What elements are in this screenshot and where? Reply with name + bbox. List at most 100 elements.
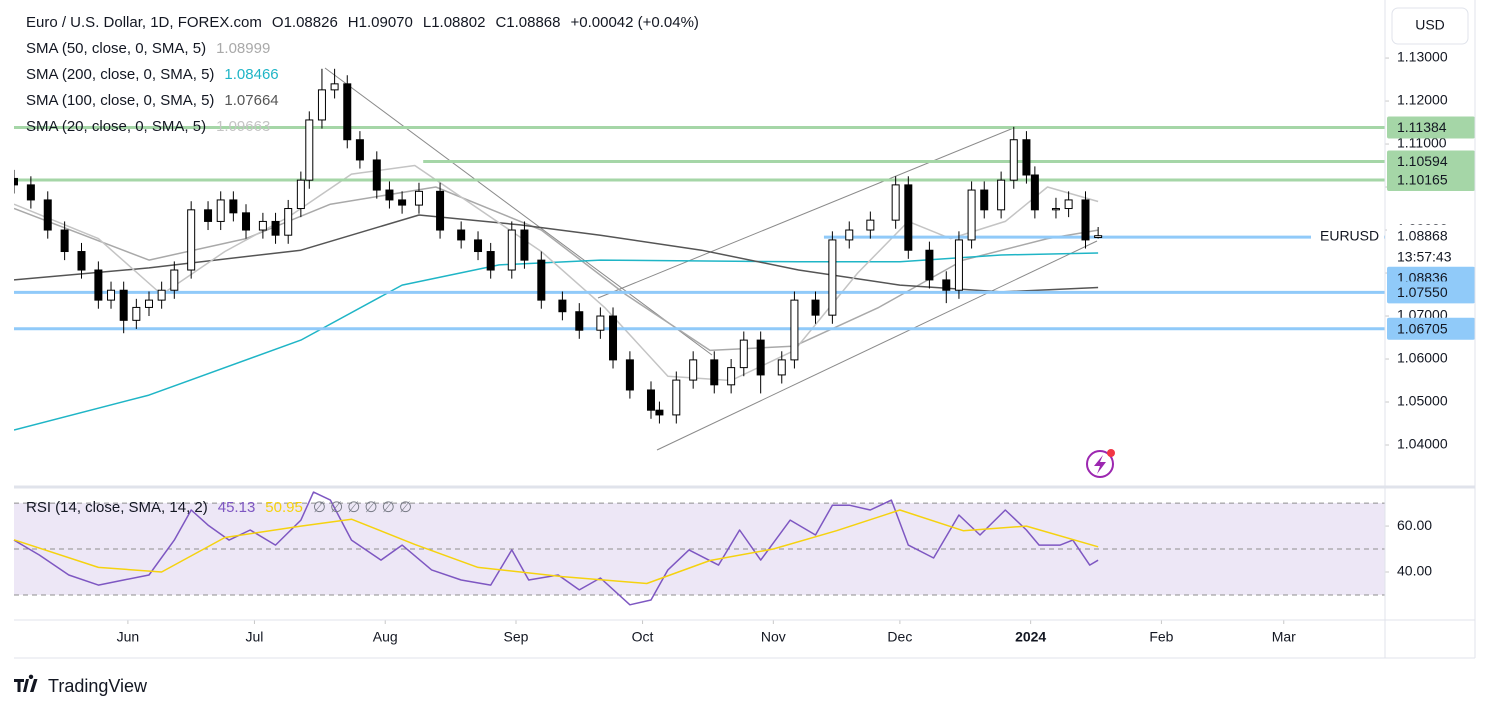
candle-body	[727, 367, 736, 386]
rsi-line	[13, 491, 1099, 606]
channel-lower	[656, 240, 1098, 451]
candle-body	[271, 220, 280, 236]
trend-line	[324, 67, 713, 356]
candle-body	[132, 306, 141, 321]
candle-body	[317, 89, 326, 121]
x-tick-label: Dec	[887, 629, 912, 645]
candle-body	[305, 119, 314, 181]
candle-body	[170, 269, 179, 291]
x-tick-label: Jul	[245, 629, 263, 645]
candle-body	[204, 209, 213, 222]
candle-body	[107, 289, 116, 301]
rsi-value: 50.95	[265, 499, 303, 516]
legend-name: SMA (100, close, 0, SMA, 5)	[26, 92, 214, 109]
candle-body	[284, 208, 293, 236]
rsi-pane	[14, 502, 1385, 596]
legend-name: SMA (20, close, 0, SMA, 5)	[26, 118, 206, 135]
price-label-bg	[1387, 224, 1475, 269]
sma-line	[14, 186, 1099, 352]
candle-body	[229, 199, 238, 214]
candle-body	[739, 339, 748, 369]
candle-body	[94, 269, 103, 301]
candle-body	[558, 299, 567, 313]
candle-body	[60, 229, 69, 253]
y-tick-label: 1.05000	[1397, 393, 1448, 409]
channel-upper	[597, 126, 1017, 299]
branding: TradingView	[48, 676, 148, 696]
candle-body	[904, 184, 913, 251]
candle-body	[537, 259, 546, 301]
candle-body	[1009, 139, 1018, 181]
x-tick-label: Mar	[1272, 629, 1296, 645]
level-label-box	[1387, 281, 1475, 304]
drawings	[324, 67, 1098, 451]
candle-body	[689, 359, 698, 381]
candle-body	[355, 139, 364, 161]
logo[interactable]	[14, 674, 38, 692]
level-label: 1.10165	[1397, 172, 1448, 188]
currency-box[interactable]	[1391, 7, 1469, 45]
candle-body	[997, 179, 1006, 211]
candle-body	[925, 249, 934, 281]
candle-body	[372, 159, 381, 191]
candle-body	[1081, 199, 1090, 241]
candle-body	[414, 190, 423, 206]
y-tick-label: 1.04000	[1397, 436, 1448, 452]
ohlc-label: H1.09070	[348, 14, 413, 31]
candle-body	[967, 189, 976, 241]
currency: USD	[1415, 17, 1445, 33]
alert-icon[interactable]	[1086, 449, 1115, 478]
sma-line	[14, 252, 1099, 431]
candle-body	[954, 239, 963, 291]
candle-body	[330, 83, 339, 91]
candle-body	[144, 299, 153, 308]
y-tick-label: 1.06000	[1397, 350, 1448, 366]
level-label-box	[1387, 116, 1475, 139]
candle-body	[790, 299, 799, 361]
change-label: +0.00042 (+0.04%)	[571, 14, 699, 31]
candle-body	[258, 220, 267, 231]
candle-body	[343, 83, 352, 141]
candle-body	[486, 251, 495, 271]
rsi-title: RSI (14, close, SMA, 14, 2)	[26, 499, 208, 516]
legend-name: SMA (50, close, 0, SMA, 5)	[26, 40, 206, 57]
candle-body	[609, 315, 618, 361]
price-pane	[14, 68, 1385, 431]
x-tick-label: Jun	[117, 629, 140, 645]
candle-body	[14, 177, 18, 186]
ohlc-label: L1.08802	[423, 14, 486, 31]
candle-body	[187, 209, 196, 271]
candle-body	[710, 359, 719, 386]
background-layer: 1.130001.120001.110001.100001.090001.080…	[14, 49, 1448, 645]
candle-body	[43, 199, 52, 231]
level-label: 1.06705	[1397, 320, 1448, 336]
level-label: 1.07550	[1397, 284, 1448, 300]
legend-value: 1.08999	[216, 40, 270, 57]
candle-body	[436, 190, 445, 231]
candle-body	[655, 409, 664, 416]
rsi-value: 45.13	[218, 499, 256, 516]
symbol-label: EURUSD	[1320, 227, 1379, 243]
candle-body	[507, 229, 516, 271]
candle-body	[625, 359, 634, 391]
x-tick-label: Aug	[373, 629, 398, 645]
legend-value: 1.07664	[224, 92, 278, 109]
candle-body	[296, 179, 305, 210]
x-tick-label: Sep	[504, 629, 529, 645]
candle-body	[1030, 174, 1039, 211]
candle-body	[26, 184, 35, 201]
y-tick-label: 1.12000	[1397, 92, 1448, 108]
candle-body	[811, 299, 820, 316]
candle-body	[77, 251, 86, 271]
candle-body	[457, 229, 466, 241]
candle-body	[474, 239, 483, 253]
candle-body	[1051, 208, 1060, 211]
sma-line	[14, 214, 1099, 293]
ohlc-label: O1.08826	[272, 14, 338, 31]
ohlc-label: C1.08868	[495, 14, 560, 31]
candle-body	[1022, 139, 1031, 176]
candle-body	[942, 279, 951, 291]
y-tick-label: 1.13000	[1397, 49, 1448, 65]
candle-body	[242, 212, 251, 231]
